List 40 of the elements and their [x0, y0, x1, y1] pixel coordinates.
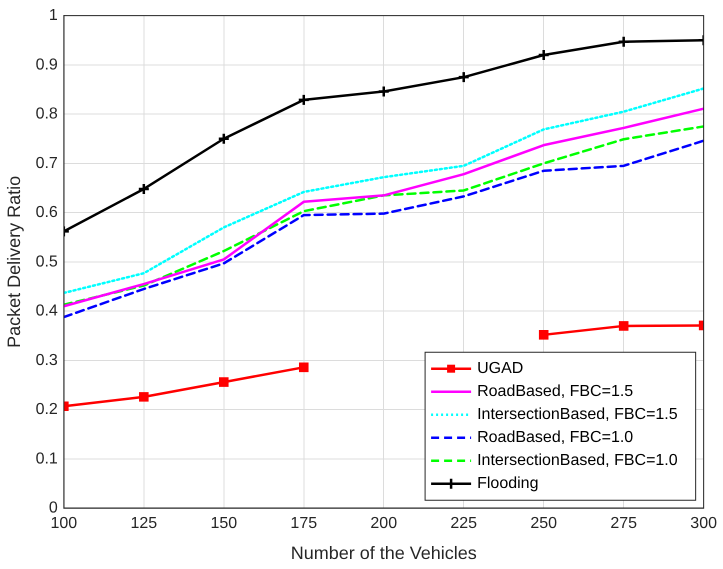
x-axis-title: Number of the Vehicles — [290, 543, 477, 564]
legend-label: IntersectionBased, FBC=1.5 — [477, 406, 678, 424]
legend-label: UGAD — [477, 360, 524, 378]
point — [298, 362, 309, 372]
point — [457, 70, 470, 84]
point — [617, 35, 630, 48]
point — [218, 132, 230, 145]
y-tick-label: 0.6 — [36, 204, 58, 222]
point — [219, 377, 229, 387]
x-tick-label: 100 — [50, 515, 78, 532]
x-tick-label: 225 — [450, 515, 478, 532]
x-tick-label: 300 — [690, 515, 718, 532]
y-tick-label: 0.5 — [36, 253, 58, 270]
y-tick-label: 0 — [48, 500, 58, 517]
y-tick-label: 1 — [48, 7, 58, 24]
y-tick-label: 0.3 — [36, 352, 58, 369]
point — [538, 330, 548, 340]
point — [618, 321, 628, 331]
y-tick-label: 0.7 — [36, 154, 58, 172]
y-tick-label: 0.1 — [36, 450, 58, 468]
x-tick-label: 275 — [610, 515, 638, 532]
x-tick-label: 250 — [530, 515, 558, 532]
legend-label: RoadBased, FBC=1.5 — [477, 383, 634, 400]
y-tick-label: 0.9 — [36, 56, 58, 74]
point — [298, 94, 310, 106]
legend-label: Flooding — [477, 475, 538, 492]
point — [378, 85, 390, 98]
legend-label: IntersectionBased, FBC=1.0 — [477, 452, 678, 470]
y-tick-label: 0.2 — [36, 401, 58, 418]
x-tick-label: 150 — [210, 515, 238, 532]
x-tick-label: 200 — [370, 515, 398, 532]
point — [138, 182, 150, 196]
point — [537, 48, 550, 62]
x-tick-label: 175 — [290, 515, 318, 532]
y-axis-title: Packet Delivery Ratio — [4, 176, 24, 348]
y-tick-label: 0.4 — [36, 302, 58, 320]
y-tick-label: 0.8 — [36, 106, 58, 123]
legend-label: RoadBased, FBC=1.0 — [477, 429, 634, 446]
point — [139, 392, 149, 402]
x-tick-label: 125 — [130, 515, 158, 532]
